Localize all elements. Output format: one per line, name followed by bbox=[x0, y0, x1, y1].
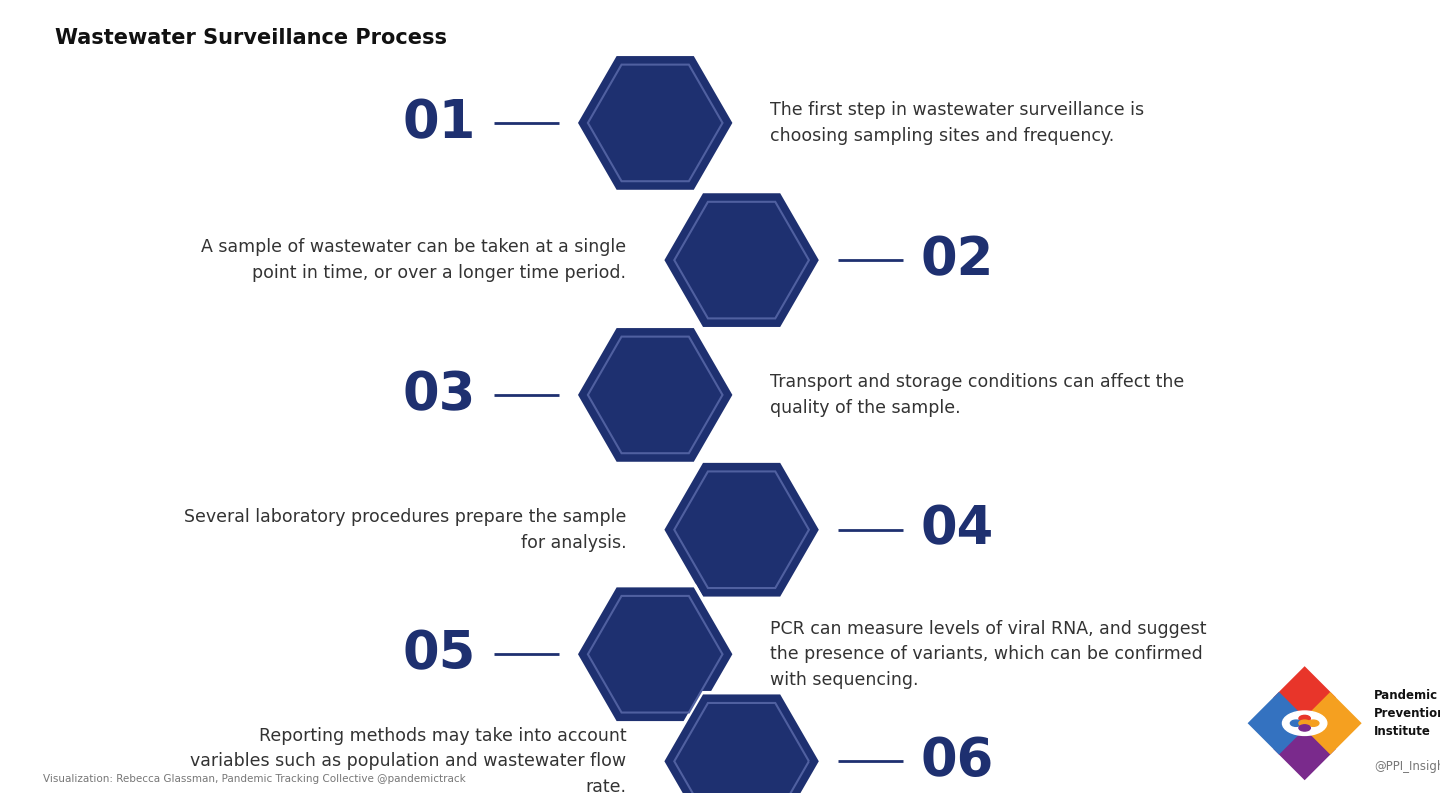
Text: 03: 03 bbox=[403, 369, 475, 421]
Polygon shape bbox=[1247, 691, 1310, 755]
Polygon shape bbox=[654, 457, 829, 603]
Text: Transport and storage conditions can affect the
quality of the sample.: Transport and storage conditions can aff… bbox=[770, 373, 1185, 417]
Polygon shape bbox=[1273, 718, 1336, 780]
Polygon shape bbox=[662, 462, 821, 598]
Circle shape bbox=[1299, 725, 1310, 731]
Text: PCR can measure levels of viral RNA, and suggest
the presence of variants, which: PCR can measure levels of viral RNA, and… bbox=[770, 619, 1207, 689]
Text: 02: 02 bbox=[922, 234, 994, 286]
Polygon shape bbox=[1273, 666, 1336, 729]
Polygon shape bbox=[654, 688, 829, 793]
Polygon shape bbox=[576, 586, 734, 722]
Text: @PPI_Insights: @PPI_Insights bbox=[1374, 760, 1440, 773]
Text: Wastewater Surveillance Process: Wastewater Surveillance Process bbox=[55, 28, 446, 48]
Circle shape bbox=[1283, 711, 1326, 735]
Polygon shape bbox=[662, 192, 821, 328]
Text: Several laboratory procedures prepare the sample
for analysis.: Several laboratory procedures prepare th… bbox=[184, 508, 626, 552]
Text: 04: 04 bbox=[922, 504, 994, 556]
Text: Visualization: Rebecca Glassman, Pandemic Tracking Collective @pandemictrack: Visualization: Rebecca Glassman, Pandemi… bbox=[43, 774, 467, 783]
Polygon shape bbox=[662, 693, 821, 793]
Text: 01: 01 bbox=[403, 97, 475, 149]
Polygon shape bbox=[1299, 691, 1362, 755]
Text: 05: 05 bbox=[403, 628, 475, 680]
Text: The first step in wastewater surveillance is
choosing sampling sites and frequen: The first step in wastewater surveillanc… bbox=[770, 101, 1145, 145]
Text: 06: 06 bbox=[922, 735, 994, 787]
Polygon shape bbox=[567, 581, 743, 727]
Text: Pandemic
Prevention
Institute: Pandemic Prevention Institute bbox=[1374, 689, 1440, 738]
Polygon shape bbox=[576, 55, 734, 191]
Text: A sample of wastewater can be taken at a single
point in time, or over a longer : A sample of wastewater can be taken at a… bbox=[202, 238, 626, 282]
Polygon shape bbox=[654, 187, 829, 333]
Polygon shape bbox=[567, 322, 743, 468]
Circle shape bbox=[1299, 720, 1310, 726]
Circle shape bbox=[1290, 720, 1302, 726]
Polygon shape bbox=[576, 327, 734, 463]
Text: Reporting methods may take into account
variables such as population and wastewa: Reporting methods may take into account … bbox=[190, 726, 626, 793]
Circle shape bbox=[1308, 720, 1319, 726]
Circle shape bbox=[1299, 715, 1310, 722]
Polygon shape bbox=[567, 50, 743, 196]
